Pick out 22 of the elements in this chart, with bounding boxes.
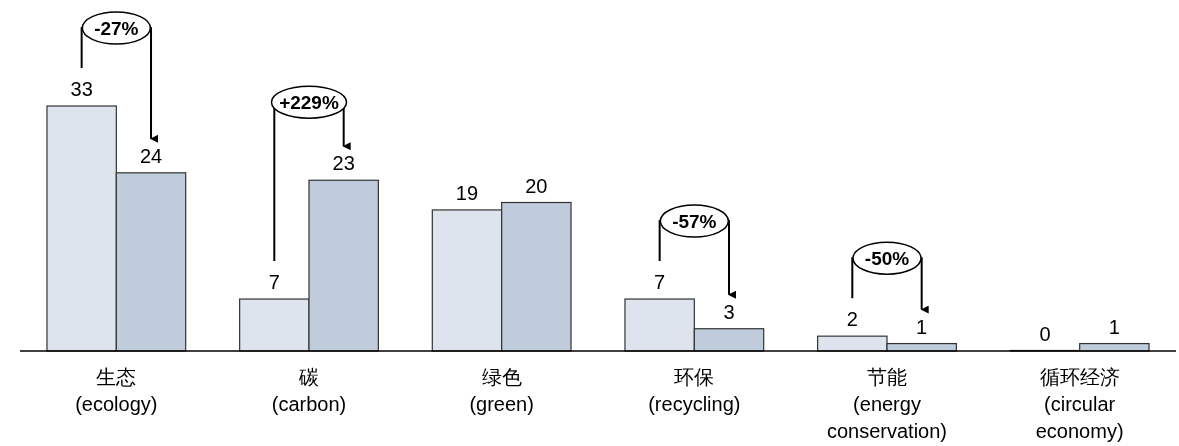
data-label: 7 bbox=[654, 271, 666, 294]
data-label: 23 bbox=[332, 152, 355, 175]
x-tick-label: 碳 (carbon) bbox=[271, 366, 347, 415]
data-label: 24 bbox=[139, 144, 163, 167]
x-tick-label: 生态 (ecology) bbox=[75, 366, 158, 415]
data-label: 3 bbox=[723, 300, 735, 323]
data-label: 33 bbox=[70, 78, 93, 100]
data-label: 0 bbox=[1039, 323, 1051, 345]
data-label: 1 bbox=[916, 315, 928, 338]
x-tick-label: 循环经济 (circular economy) bbox=[1035, 366, 1124, 442]
annotation: -57% bbox=[672, 211, 717, 233]
x-tick-label: 环保 (recycling) bbox=[648, 366, 741, 415]
data-label: 7 bbox=[268, 271, 280, 294]
x-tick-label: 绿色 (green) bbox=[469, 366, 534, 415]
x-tick-label: 节能 (energy conservation) bbox=[826, 366, 948, 442]
data-label: 19 bbox=[455, 181, 479, 204]
data-label: 1 bbox=[1108, 315, 1120, 338]
annotation: +229% bbox=[279, 92, 339, 114]
data-label: 2 bbox=[846, 308, 858, 331]
data-label: 20 bbox=[525, 174, 548, 197]
annotation: -50% bbox=[864, 248, 910, 270]
text: -27% bbox=[94, 18, 139, 39]
